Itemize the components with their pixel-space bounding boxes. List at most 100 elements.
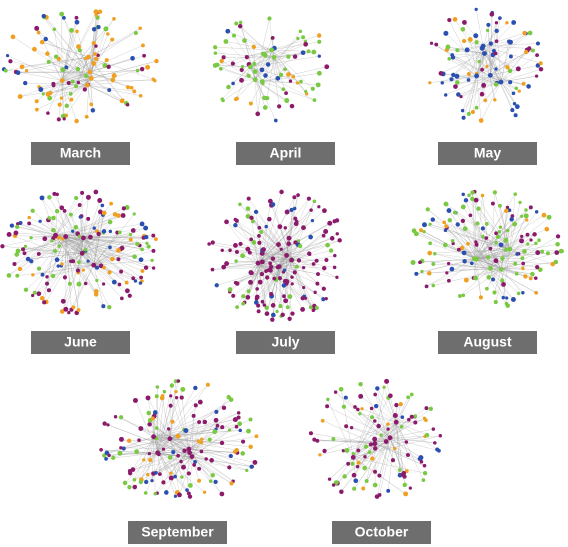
node — [210, 240, 215, 245]
edge — [8, 235, 56, 276]
edge — [423, 231, 477, 260]
node — [154, 58, 159, 64]
node — [36, 266, 42, 271]
node — [150, 258, 154, 263]
edge — [222, 79, 256, 101]
edge — [267, 49, 272, 65]
hub-node — [350, 455, 356, 460]
node — [341, 404, 346, 409]
node — [376, 423, 381, 429]
node — [264, 269, 268, 273]
node — [424, 284, 429, 289]
node — [434, 42, 439, 47]
node — [312, 199, 317, 204]
node — [186, 491, 191, 496]
node — [346, 461, 351, 466]
node — [176, 453, 180, 458]
node — [234, 249, 239, 254]
node — [290, 311, 295, 316]
edge — [319, 437, 391, 456]
edge — [153, 456, 193, 474]
node — [69, 97, 74, 102]
node — [375, 386, 380, 391]
edge — [496, 30, 502, 83]
edge — [31, 235, 56, 238]
hub-node — [155, 450, 161, 456]
node — [296, 193, 300, 197]
edge — [89, 55, 145, 73]
node — [236, 411, 241, 415]
node — [484, 222, 489, 226]
node — [303, 41, 309, 47]
node — [221, 98, 225, 103]
node — [283, 268, 287, 272]
edge — [153, 407, 225, 437]
node — [127, 293, 132, 298]
node — [284, 209, 290, 215]
node — [15, 224, 20, 230]
nodes — [308, 378, 443, 499]
node — [140, 268, 145, 273]
node — [145, 395, 151, 401]
edge — [61, 80, 65, 119]
hub-node — [487, 72, 493, 78]
edge — [273, 57, 289, 75]
edge — [490, 268, 503, 281]
node — [392, 413, 398, 419]
node — [40, 272, 45, 277]
node — [46, 111, 50, 115]
node — [218, 66, 223, 71]
edge — [386, 435, 441, 442]
node — [234, 424, 239, 429]
node — [296, 258, 302, 263]
node — [442, 242, 448, 248]
edge — [426, 258, 475, 287]
node — [293, 216, 298, 221]
node — [9, 223, 15, 228]
node — [154, 394, 159, 399]
edge — [490, 53, 496, 76]
edge — [482, 30, 497, 47]
node — [288, 79, 293, 83]
edge — [433, 269, 502, 286]
node — [168, 475, 174, 481]
node — [238, 241, 243, 247]
edge — [91, 75, 115, 79]
hub-node — [151, 434, 157, 440]
hub-node — [189, 454, 195, 460]
node — [331, 483, 336, 487]
node — [138, 26, 142, 31]
edge — [256, 255, 287, 299]
edge — [448, 263, 491, 269]
node — [390, 458, 396, 463]
edge — [156, 427, 171, 439]
node — [130, 55, 135, 61]
node — [252, 459, 258, 465]
node — [246, 196, 251, 201]
edge — [253, 242, 259, 264]
edge — [446, 226, 475, 259]
node — [207, 437, 212, 442]
node — [311, 49, 317, 55]
node — [331, 436, 336, 441]
edge — [262, 261, 285, 286]
node — [553, 259, 559, 265]
edge — [65, 236, 98, 281]
edge — [427, 209, 502, 270]
node — [34, 25, 40, 31]
edge — [55, 235, 143, 272]
node — [337, 238, 342, 243]
node — [321, 233, 326, 238]
edge — [269, 219, 292, 261]
node — [307, 251, 312, 256]
node — [312, 437, 317, 442]
node — [97, 209, 103, 215]
node — [427, 270, 432, 276]
node — [254, 434, 259, 439]
node — [51, 83, 56, 88]
edge — [254, 79, 265, 98]
node — [152, 410, 158, 415]
edge — [262, 81, 298, 84]
edge — [93, 213, 105, 266]
node — [468, 213, 473, 218]
